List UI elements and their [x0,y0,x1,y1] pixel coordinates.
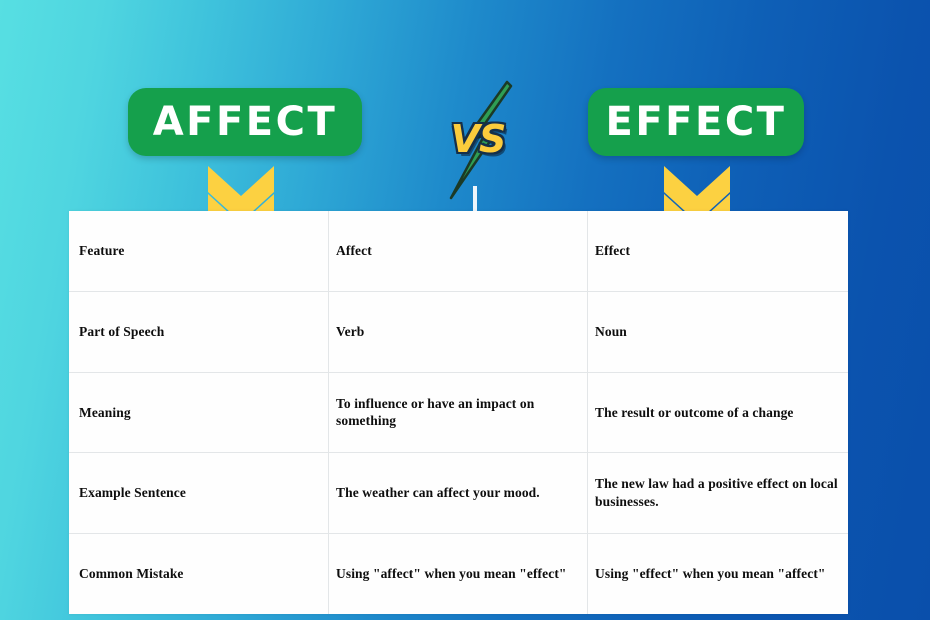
cell-effect: The result or outcome of a change [595,404,794,420]
cell-effect: Using "effect" when you mean "affect" [595,566,826,582]
cell-affect: Verb [329,291,588,372]
column-header-affect: Affect [329,211,588,291]
table-row: Meaning To influence or have an impact o… [69,372,848,454]
column-header-feature: Feature [69,211,329,291]
versus-label: VS [450,117,507,161]
column-header-effect: Effect [595,242,631,258]
cell-affect: To influence or have an impact on someth… [329,372,588,453]
table-header-row: Feature Affect Effect [69,211,848,292]
cell-affect: Using "affect" when you mean "effect" [329,534,588,614]
cell-feature: Common Mistake [69,534,329,614]
effect-title-label: EFFECT [605,99,787,145]
table-row: Example Sentence The weather can affect … [69,453,848,535]
cell-feature: Example Sentence [69,453,329,534]
affect-title-pill: AFFECT [128,88,362,156]
affect-title-label: AFFECT [152,99,338,145]
versus-badge: VS [437,72,519,212]
table-row: Part of Speech Verb Noun [69,291,848,373]
effect-title-pill: EFFECT [588,88,804,156]
lightning-bolt-icon [449,80,513,212]
cell-feature: Part of Speech [69,291,329,372]
comparison-table: Feature Affect Effect Part of Speech Ver… [69,211,848,614]
cell-affect: The weather can affect your mood. [329,453,588,534]
cell-feature: Meaning [69,372,329,453]
table-row: Common Mistake Using "affect" when you m… [69,534,848,614]
cell-effect: The new law had a positive effect on loc… [595,476,838,510]
cell-effect: Noun [595,323,627,339]
